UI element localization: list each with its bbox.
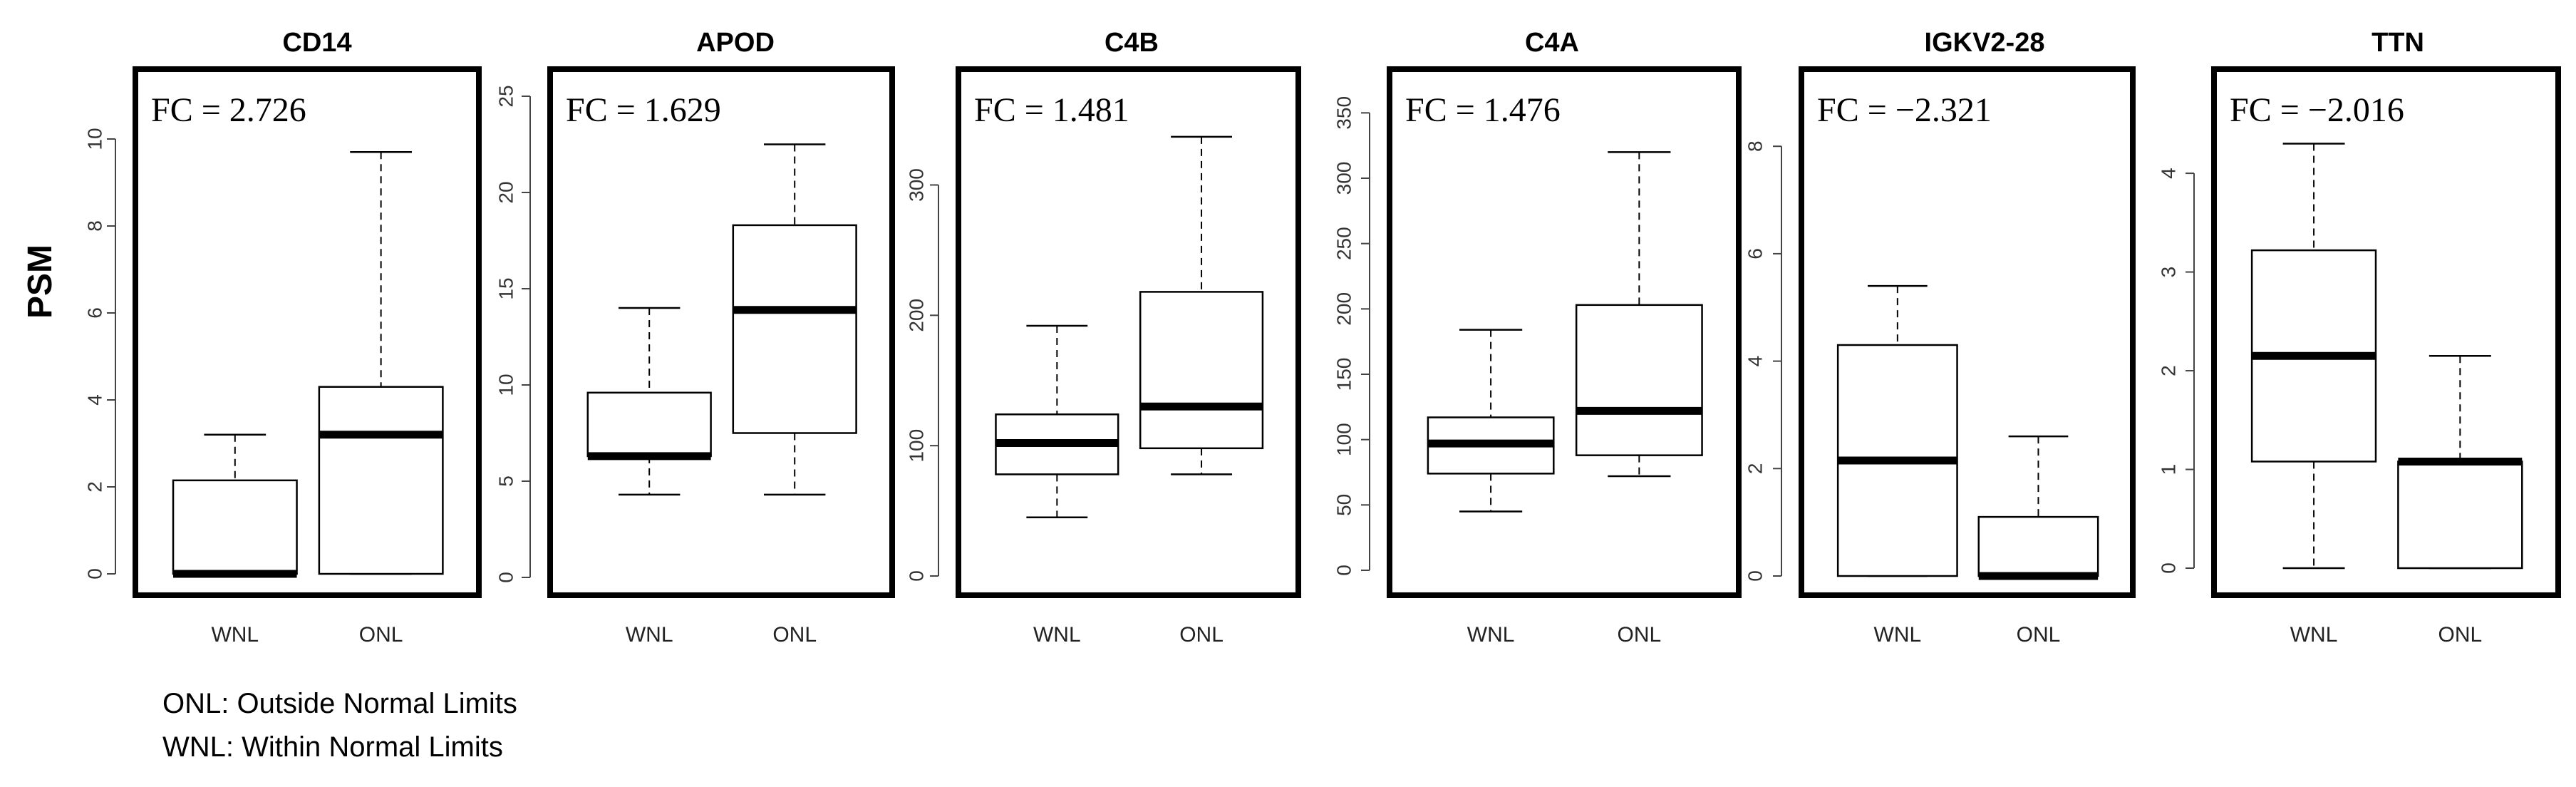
y-tick-label: 100 [1333, 423, 1355, 456]
y-tick-label: 0 [1744, 570, 1766, 582]
fold-change-annotation: FC = −2.321 [1817, 91, 1992, 129]
box-onl: ONL [2397, 355, 2523, 647]
fold-change-annotation: FC = −2.016 [2230, 91, 2404, 129]
iqr-box [1977, 515, 2099, 577]
y-tick-label: 0 [495, 572, 517, 583]
iqr-box [586, 391, 712, 458]
y-tick-label: 15 [495, 277, 517, 299]
x-category-label: ONL [359, 623, 403, 647]
y-tick-label: 250 [1333, 227, 1355, 260]
y-tick-label: 2 [2157, 365, 2179, 376]
iqr-box [1139, 291, 1264, 450]
chart-panel-igkv2-28: IGKV2-28 FC = −2.321 0 2 4 6 8 WNL ONL [1744, 28, 2136, 647]
box-wnl: WNL [2250, 143, 2377, 647]
y-tick-label: 300 [905, 168, 927, 202]
chart-panel-cd14: CD14 FC = 2.726 0 2 4 6 8 10 WNL ONL [83, 28, 482, 647]
box-wnl: WNL [995, 324, 1119, 647]
y-tick-label: 0 [83, 568, 105, 580]
box-onl: ONL [732, 143, 857, 647]
y-tick-label: 200 [1333, 292, 1355, 326]
x-category-label: WNL [1033, 623, 1081, 647]
box-wnl: WNL [1836, 284, 1958, 647]
y-tick-label: 50 [1333, 494, 1355, 516]
box-wnl: WNL [586, 307, 712, 647]
plot-frame [547, 66, 895, 598]
iqr-box [732, 224, 857, 434]
chart-title: C4B [1105, 28, 1159, 58]
chart-panel-c4b: C4B FC = 1.481 0 100 200 300 WNL ONL [905, 28, 1301, 647]
y-tick-label: 1 [2157, 464, 2179, 475]
iqr-box [172, 479, 298, 575]
box-onl: ONL [1575, 151, 1703, 647]
plot-frame [1799, 66, 2136, 598]
plot-frame [956, 66, 1301, 598]
x-category-label: WNL [1467, 623, 1515, 647]
chart-title: C4A [1525, 28, 1579, 58]
y-tick-label: 150 [1333, 358, 1355, 391]
fold-change-annotation: FC = 1.629 [566, 91, 721, 129]
legend-wnl: WNL: Within Normal Limits [162, 731, 503, 763]
y-axis-label: PSM [21, 245, 59, 319]
chart-title: APOD [696, 28, 775, 58]
plot-frame [2211, 66, 2561, 598]
iqr-box [318, 386, 444, 575]
x-category-label: WNL [626, 623, 673, 647]
chart-panel-ttn: TTN FC = −2.016 0 1 2 3 4 WNL ONL [2157, 28, 2561, 647]
x-category-label: ONL [2017, 623, 2061, 647]
y-tick-label: 300 [1333, 162, 1355, 195]
x-category-label: WNL [2290, 623, 2338, 647]
y-tick-label: 0 [1333, 565, 1355, 576]
y-tick-label: 200 [905, 299, 927, 332]
y-tick-label: 0 [905, 570, 927, 582]
x-category-label: ONL [2438, 623, 2483, 647]
y-tick-label: 5 [495, 475, 517, 487]
box-onl: ONL [1139, 135, 1264, 647]
y-tick-label: 20 [495, 181, 517, 203]
y-tick-label: 4 [1744, 356, 1766, 367]
iqr-box [2397, 461, 2523, 570]
fold-change-annotation: FC = 2.726 [151, 91, 306, 129]
y-tick-label: 2 [1744, 463, 1766, 475]
box-wnl: WNL [172, 433, 298, 647]
chart-panel-apod: APOD FC = 1.629 0 5 10 15 20 25 WNL ONL [495, 28, 895, 647]
y-tick-label: 8 [1744, 140, 1766, 152]
y-tick-label: 10 [495, 374, 517, 396]
iqr-box [1575, 304, 1703, 456]
x-category-label: ONL [772, 623, 817, 647]
y-tick-label: 8 [83, 220, 105, 232]
chart-title: IGKV2-28 [1925, 28, 2045, 58]
legend-onl: ONL: Outside Normal Limits [162, 688, 517, 719]
x-category-label: ONL [1179, 623, 1224, 647]
y-tick-label: 2 [83, 481, 105, 493]
chart-title: TTN [2371, 28, 2424, 58]
chart-panel-c4a: C4A FC = 1.476 0 50 100 150 200 250 300 350 WNL ONL [1333, 28, 1742, 647]
y-tick-label: 0 [2157, 562, 2179, 574]
x-category-label: ONL [1618, 623, 1662, 647]
x-category-label: WNL [1874, 623, 1922, 647]
fold-change-annotation: FC = 1.481 [974, 91, 1129, 129]
x-category-label: WNL [211, 623, 259, 647]
y-tick-label: 4 [83, 394, 105, 406]
y-tick-label: 6 [83, 307, 105, 319]
box-onl: ONL [1977, 435, 2099, 647]
y-tick-label: 350 [1333, 96, 1355, 130]
y-tick-label: 25 [495, 85, 517, 107]
plot-frame [133, 66, 482, 598]
fold-change-annotation: FC = 1.476 [1405, 91, 1561, 129]
chart-title: CD14 [282, 28, 351, 58]
plot-frame [1387, 66, 1742, 598]
box-onl: ONL [318, 151, 444, 647]
y-tick-label: 100 [905, 429, 927, 463]
y-tick-label: 10 [83, 128, 105, 150]
y-tick-label: 4 [2157, 168, 2179, 179]
y-tick-label: 3 [2157, 267, 2179, 278]
y-tick-label: 6 [1744, 248, 1766, 259]
box-wnl: WNL [1427, 329, 1555, 647]
